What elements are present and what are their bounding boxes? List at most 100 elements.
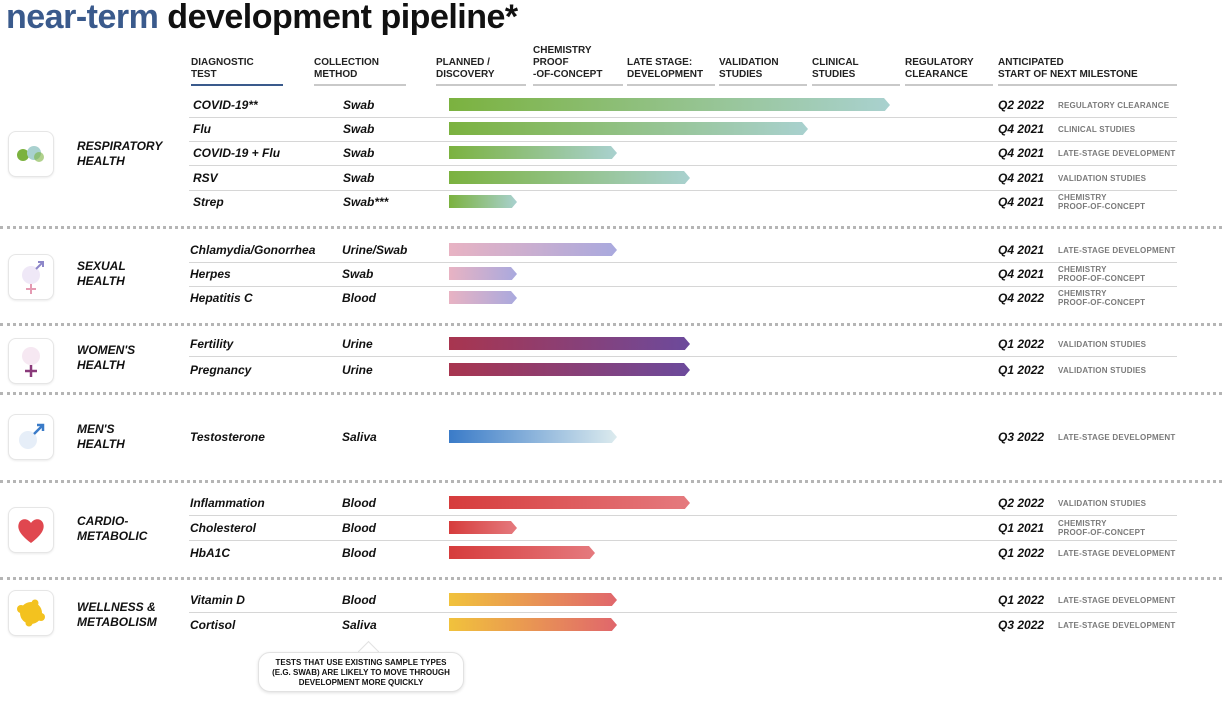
milestone-date: Q2 2022 — [998, 98, 1045, 112]
section-separator — [0, 226, 1222, 229]
row-divider — [189, 262, 1177, 263]
row-divider — [189, 356, 1177, 357]
section-separator — [0, 577, 1222, 580]
heart-icon — [8, 507, 54, 553]
test-name: Fertility — [190, 337, 234, 351]
gender-symbols-icon — [8, 254, 54, 300]
milestone-date: Q1 2022 — [998, 363, 1045, 377]
header-underline — [191, 84, 283, 86]
progress-bar — [449, 98, 890, 111]
header-stage: CLINICAL STUDIES — [812, 57, 859, 80]
collection-method: Blood — [342, 496, 376, 510]
next-stage-label: LATE-STAGE DEVELOPMENT — [1058, 596, 1176, 605]
category-label: MEN'S HEALTH — [77, 422, 125, 451]
header-milestone: ANTICIPATED START OF NEXT MILESTONE — [998, 57, 1138, 80]
header-stage: PLANNED / DISCOVERY — [436, 57, 495, 80]
milestone-date: Q4 2021 — [998, 195, 1045, 209]
header-underline — [314, 84, 406, 86]
header-stage: LATE STAGE: DEVELOPMENT — [627, 57, 704, 80]
milestone-date: Q4 2021 — [998, 146, 1045, 160]
header-underline — [998, 84, 1177, 86]
header-underline — [436, 84, 526, 86]
collection-method: Blood — [342, 291, 376, 305]
next-stage-label: REGULATORY CLEARANCE — [1058, 101, 1170, 110]
collection-method: Urine/Swab — [342, 243, 408, 257]
next-stage-label: VALIDATION STUDIES — [1058, 340, 1147, 349]
row-divider — [189, 165, 1177, 166]
header-stage: REGULATORY CLEARANCE — [905, 57, 974, 80]
test-name: Strep — [193, 195, 224, 209]
category-label: SEXUAL HEALTH — [77, 259, 126, 288]
milestone-date: Q1 2022 — [998, 546, 1045, 560]
test-name: Cortisol — [190, 618, 236, 632]
progress-bar — [449, 521, 517, 534]
milestone-date: Q4 2021 — [998, 267, 1045, 281]
collection-method: Saliva — [342, 618, 377, 632]
test-name: Testosterone — [190, 430, 265, 444]
section-separator — [0, 392, 1222, 395]
milestone-date: Q3 2022 — [998, 430, 1045, 444]
header-underline — [719, 84, 807, 86]
row-divider — [189, 141, 1177, 142]
progress-bar — [449, 430, 617, 443]
next-stage-label: VALIDATION STUDIES — [1058, 366, 1147, 375]
test-name: Flu — [193, 122, 211, 136]
header-underline — [533, 84, 623, 86]
header-underline — [627, 84, 715, 86]
milestone-date: Q1 2022 — [998, 337, 1045, 351]
category-label: RESPIRATORY HEALTH — [77, 139, 163, 168]
next-stage-label: LATE-STAGE DEVELOPMENT — [1058, 621, 1176, 630]
female-symbol-icon — [8, 338, 54, 384]
next-stage-label: LATE-STAGE DEVELOPMENT — [1058, 549, 1176, 558]
progress-bar — [449, 171, 690, 184]
progress-bar — [449, 243, 617, 256]
next-stage-label: LATE-STAGE DEVELOPMENT — [1058, 246, 1176, 255]
row-divider — [189, 515, 1177, 516]
progress-bar — [449, 546, 595, 559]
header-underline — [812, 84, 900, 86]
progress-bar — [449, 267, 517, 280]
collection-method: Saliva — [342, 430, 377, 444]
test-name: Cholesterol — [190, 521, 257, 535]
milestone-date: Q1 2021 — [998, 521, 1045, 535]
test-name: COVID-19** — [193, 98, 258, 112]
test-name: COVID-19 + Flu — [193, 146, 281, 160]
milestone-date: Q1 2022 — [998, 593, 1045, 607]
progress-bar — [449, 618, 617, 631]
test-name: Chlamydia/Gonorrhea — [190, 243, 316, 257]
header-collection-method: COLLECTION METHOD — [314, 57, 379, 80]
next-stage-label: VALIDATION STUDIES — [1058, 499, 1147, 508]
category-label: WELLNESS & METABOLISM — [77, 600, 157, 629]
next-stage-label: CHEMISTRY PROOF-OF-CONCEPT — [1058, 265, 1146, 283]
collection-method: Swab — [343, 122, 375, 136]
milestone-date: Q4 2021 — [998, 122, 1045, 136]
title-part2: development pipeline* — [167, 0, 518, 36]
collection-method: Swab — [343, 98, 375, 112]
progress-bar — [449, 195, 517, 208]
row-divider — [189, 612, 1177, 613]
row-divider — [189, 190, 1177, 191]
callout-note: TESTS THAT USE EXISTING SAMPLE TYPES (E.… — [258, 652, 464, 692]
next-stage-label: CHEMISTRY PROOF-OF-CONCEPT — [1058, 193, 1146, 211]
test-name: RSV — [193, 171, 218, 185]
sun-icon — [8, 590, 54, 636]
progress-bar — [449, 363, 690, 376]
milestone-date: Q4 2021 — [998, 243, 1045, 257]
collection-method: Blood — [342, 521, 376, 535]
test-name: Herpes — [190, 267, 231, 281]
progress-bar — [449, 337, 690, 350]
milestone-date: Q4 2022 — [998, 291, 1045, 305]
progress-bar — [449, 496, 690, 509]
row-divider — [189, 286, 1177, 287]
progress-bar — [449, 122, 808, 135]
row-divider — [189, 540, 1177, 541]
next-stage-label: LATE-STAGE DEVELOPMENT — [1058, 433, 1176, 442]
category-label: WOMEN'S HEALTH — [77, 343, 136, 372]
test-name: Inflammation — [190, 496, 265, 510]
test-name: Pregnancy — [190, 363, 252, 377]
next-stage-label: LATE-STAGE DEVELOPMENT — [1058, 149, 1176, 158]
section-separator — [0, 323, 1222, 326]
next-stage-label: CHEMISTRY PROOF-OF-CONCEPT — [1058, 289, 1146, 307]
milestone-date: Q4 2021 — [998, 171, 1045, 185]
header-stage: CHEMISTRY PROOF -OF-CONCEPT — [533, 45, 603, 80]
